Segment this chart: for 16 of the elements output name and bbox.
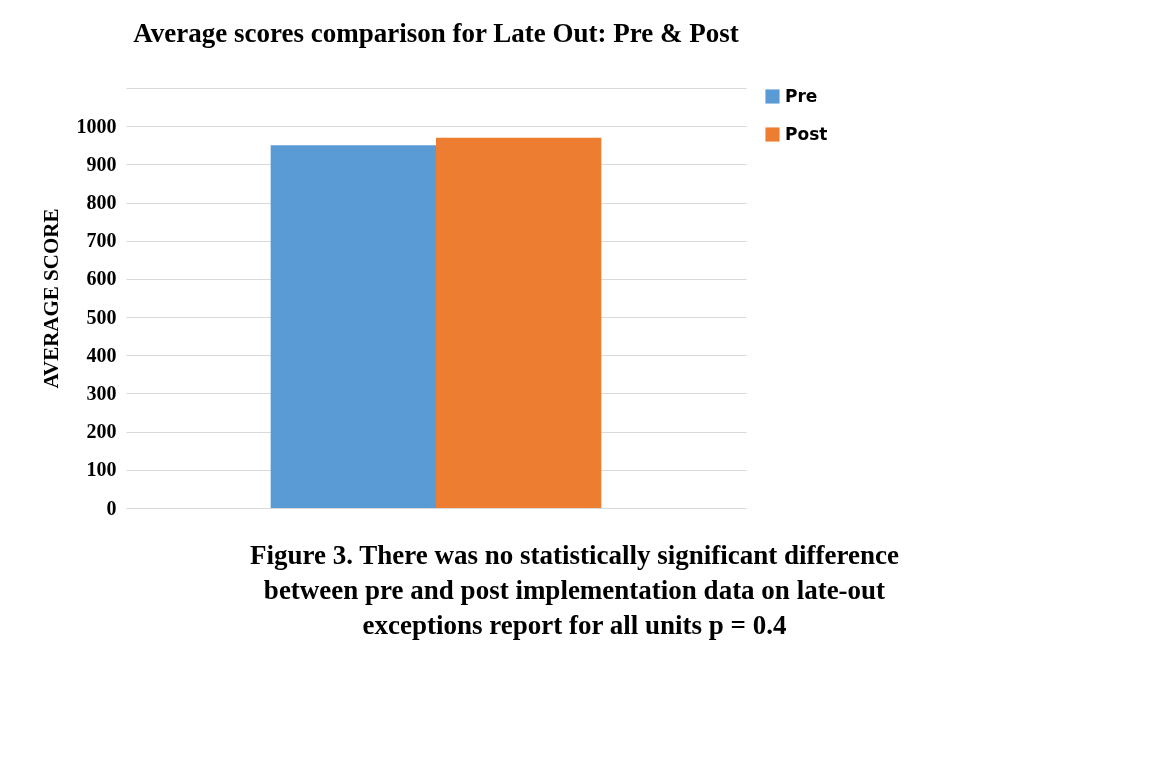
legend-label: Post bbox=[785, 123, 828, 144]
legend-label: Pre bbox=[785, 85, 818, 106]
y-tick-label: 1000 bbox=[76, 114, 117, 137]
y-tick-label: 400 bbox=[86, 343, 117, 366]
y-tick-label: 600 bbox=[86, 267, 117, 290]
chart-title: Average scores comparison for Late Out: Pre & Post bbox=[133, 18, 739, 48]
y-tick-label: 100 bbox=[86, 458, 117, 481]
y-tick-label: 800 bbox=[86, 191, 117, 214]
y-tick-label: 0 bbox=[106, 496, 117, 519]
y-tick-label: 300 bbox=[86, 381, 117, 404]
y-tick-label: 900 bbox=[86, 152, 117, 175]
y-axis-title: AVERAGE SCORE bbox=[38, 208, 63, 389]
caption: Figure 3. There was no statistically significant difference between pre and post implementation data on late-out exceptions report for all units p = 0.4 bbox=[249, 539, 900, 643]
y-tick-label: 500 bbox=[86, 305, 117, 328]
y-tick-label: 700 bbox=[86, 229, 117, 252]
y-tick-label: 200 bbox=[86, 420, 117, 443]
